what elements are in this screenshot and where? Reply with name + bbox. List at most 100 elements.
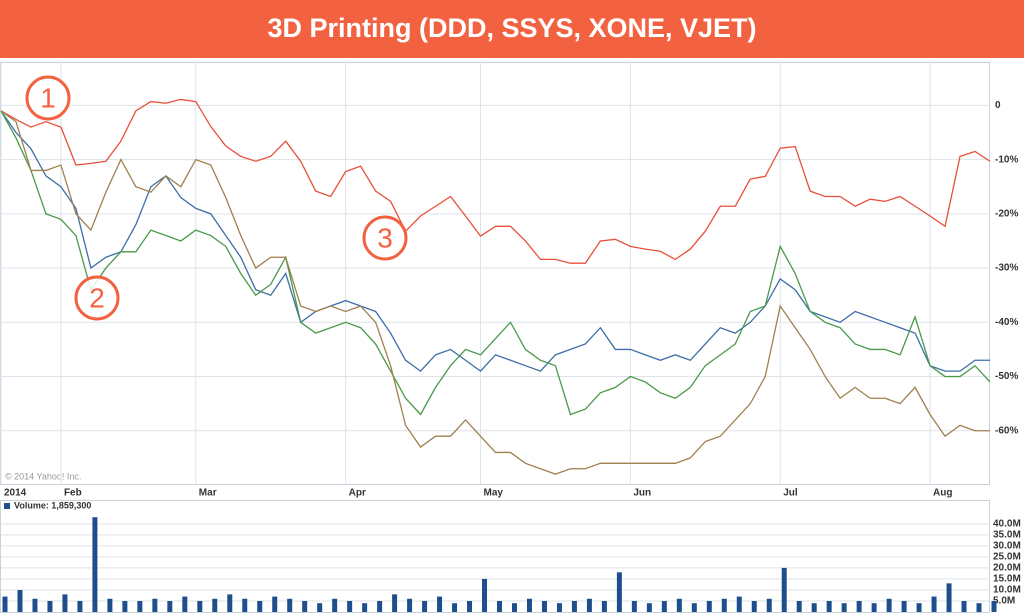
volume-bar [751, 600, 757, 612]
y-tick-label: -20% [995, 208, 1018, 219]
volume-bar [796, 600, 802, 612]
volume-bar [616, 572, 622, 612]
y-tick-label: 15.0M [993, 574, 1021, 585]
y-tick-label: -10% [995, 154, 1018, 165]
credit: © 2014 Yahoo! Inc. [5, 471, 81, 481]
volume-bar [721, 598, 727, 612]
y-tick-label: 25.0M [993, 552, 1021, 563]
volume-bar [976, 603, 982, 612]
x-tick-label: Aug [933, 488, 952, 499]
x-tick-label: Feb [64, 488, 82, 499]
volume-bar [47, 600, 53, 612]
y-tick-label: 20.0M [993, 563, 1021, 574]
x-tick-label: May [484, 488, 504, 499]
volume-bar [571, 600, 577, 612]
x-tick-label: Apr [349, 488, 366, 499]
volume-bar [601, 600, 607, 612]
annotation-label: 2 [89, 282, 105, 313]
volume-bar [691, 603, 697, 612]
volume-bar [17, 589, 23, 612]
volume-bar [781, 567, 787, 612]
y-tick-label: -50% [995, 371, 1018, 382]
volume-bar [107, 598, 113, 612]
volume-bar [77, 600, 83, 612]
volume-bar [122, 600, 128, 612]
annotation-label: 1 [40, 82, 56, 113]
volume-bar [227, 594, 233, 612]
x-tick-label: Jun [633, 488, 651, 499]
volume-bar [961, 600, 967, 612]
y-tick-label: 10.0M [993, 585, 1021, 596]
volume-bar [2, 596, 8, 612]
volume-bar [242, 598, 248, 612]
volume-bar [437, 596, 443, 612]
volume-bar [92, 517, 98, 612]
annotation-circle [362, 215, 408, 261]
volume-bar [871, 603, 877, 612]
volume-bar [916, 603, 922, 612]
volume-bar [152, 598, 158, 612]
volume-bar [347, 600, 353, 612]
volume-bar [766, 598, 772, 612]
series-line [0, 110, 990, 372]
volume-bar [167, 600, 173, 612]
volume-bar [287, 598, 293, 612]
volume-bar [392, 594, 398, 612]
volume-bar [197, 600, 203, 612]
volume-bar [886, 598, 892, 612]
y-tick-label: 35.0M [993, 529, 1021, 540]
y-tick-label: 5.0M [993, 596, 1015, 607]
y-tick-label: -60% [995, 425, 1018, 436]
volume-bar [257, 600, 263, 612]
volume-legend-swatch [4, 503, 10, 509]
volume-bar [706, 600, 712, 612]
volume-bar [62, 594, 68, 612]
volume-bar [407, 598, 413, 612]
volume-bar [212, 598, 218, 612]
chart-title: 3D Printing (DDD, SSYS, XONE, VJET) [267, 13, 756, 43]
volume-bar [497, 600, 502, 612]
y-tick-label: 30.0M [993, 541, 1021, 552]
volume-bar [511, 603, 517, 612]
title-bar [0, 0, 1024, 58]
plot-frame [0, 62, 990, 485]
volume-bar [586, 598, 592, 612]
volume-bar [482, 578, 488, 612]
y-tick-label: 0 [995, 100, 1001, 111]
volume-label: Volume: 1,859,300 [14, 500, 91, 510]
volume-bar [931, 596, 937, 612]
volume-bar [991, 600, 997, 612]
y-tick-label: -40% [995, 317, 1018, 328]
series-line [0, 110, 991, 416]
volume-bar [841, 603, 847, 612]
volume-bar [556, 603, 562, 612]
y-tick-label: -30% [995, 263, 1018, 274]
volume-bar [736, 596, 742, 612]
series-line [0, 98, 991, 264]
volume-bar [272, 596, 278, 612]
volume-bar [811, 603, 817, 612]
volume-bar [631, 600, 637, 612]
annotation-circle [25, 75, 71, 121]
x-tick-label: Mar [199, 488, 217, 499]
volume-bar [467, 600, 473, 612]
volume-bar [826, 600, 832, 612]
volume-bar [362, 603, 368, 612]
volume-bar [317, 603, 323, 612]
volume-bar [901, 600, 907, 612]
volume-bar [332, 598, 338, 612]
volume-bar [182, 596, 188, 612]
annotation-circle [74, 275, 120, 321]
volume-bar [676, 598, 682, 612]
annotation-label: 3 [377, 222, 393, 253]
volume-bar [32, 598, 38, 612]
volume-bar [422, 600, 428, 612]
volume-bar [137, 600, 143, 612]
volume-bar [452, 603, 458, 612]
x-tick-label: Jul [783, 488, 798, 499]
volume-bar [377, 600, 383, 612]
volume-bar [526, 598, 532, 612]
volume-bar [856, 600, 862, 612]
y-tick-label: 40.0M [993, 518, 1021, 529]
